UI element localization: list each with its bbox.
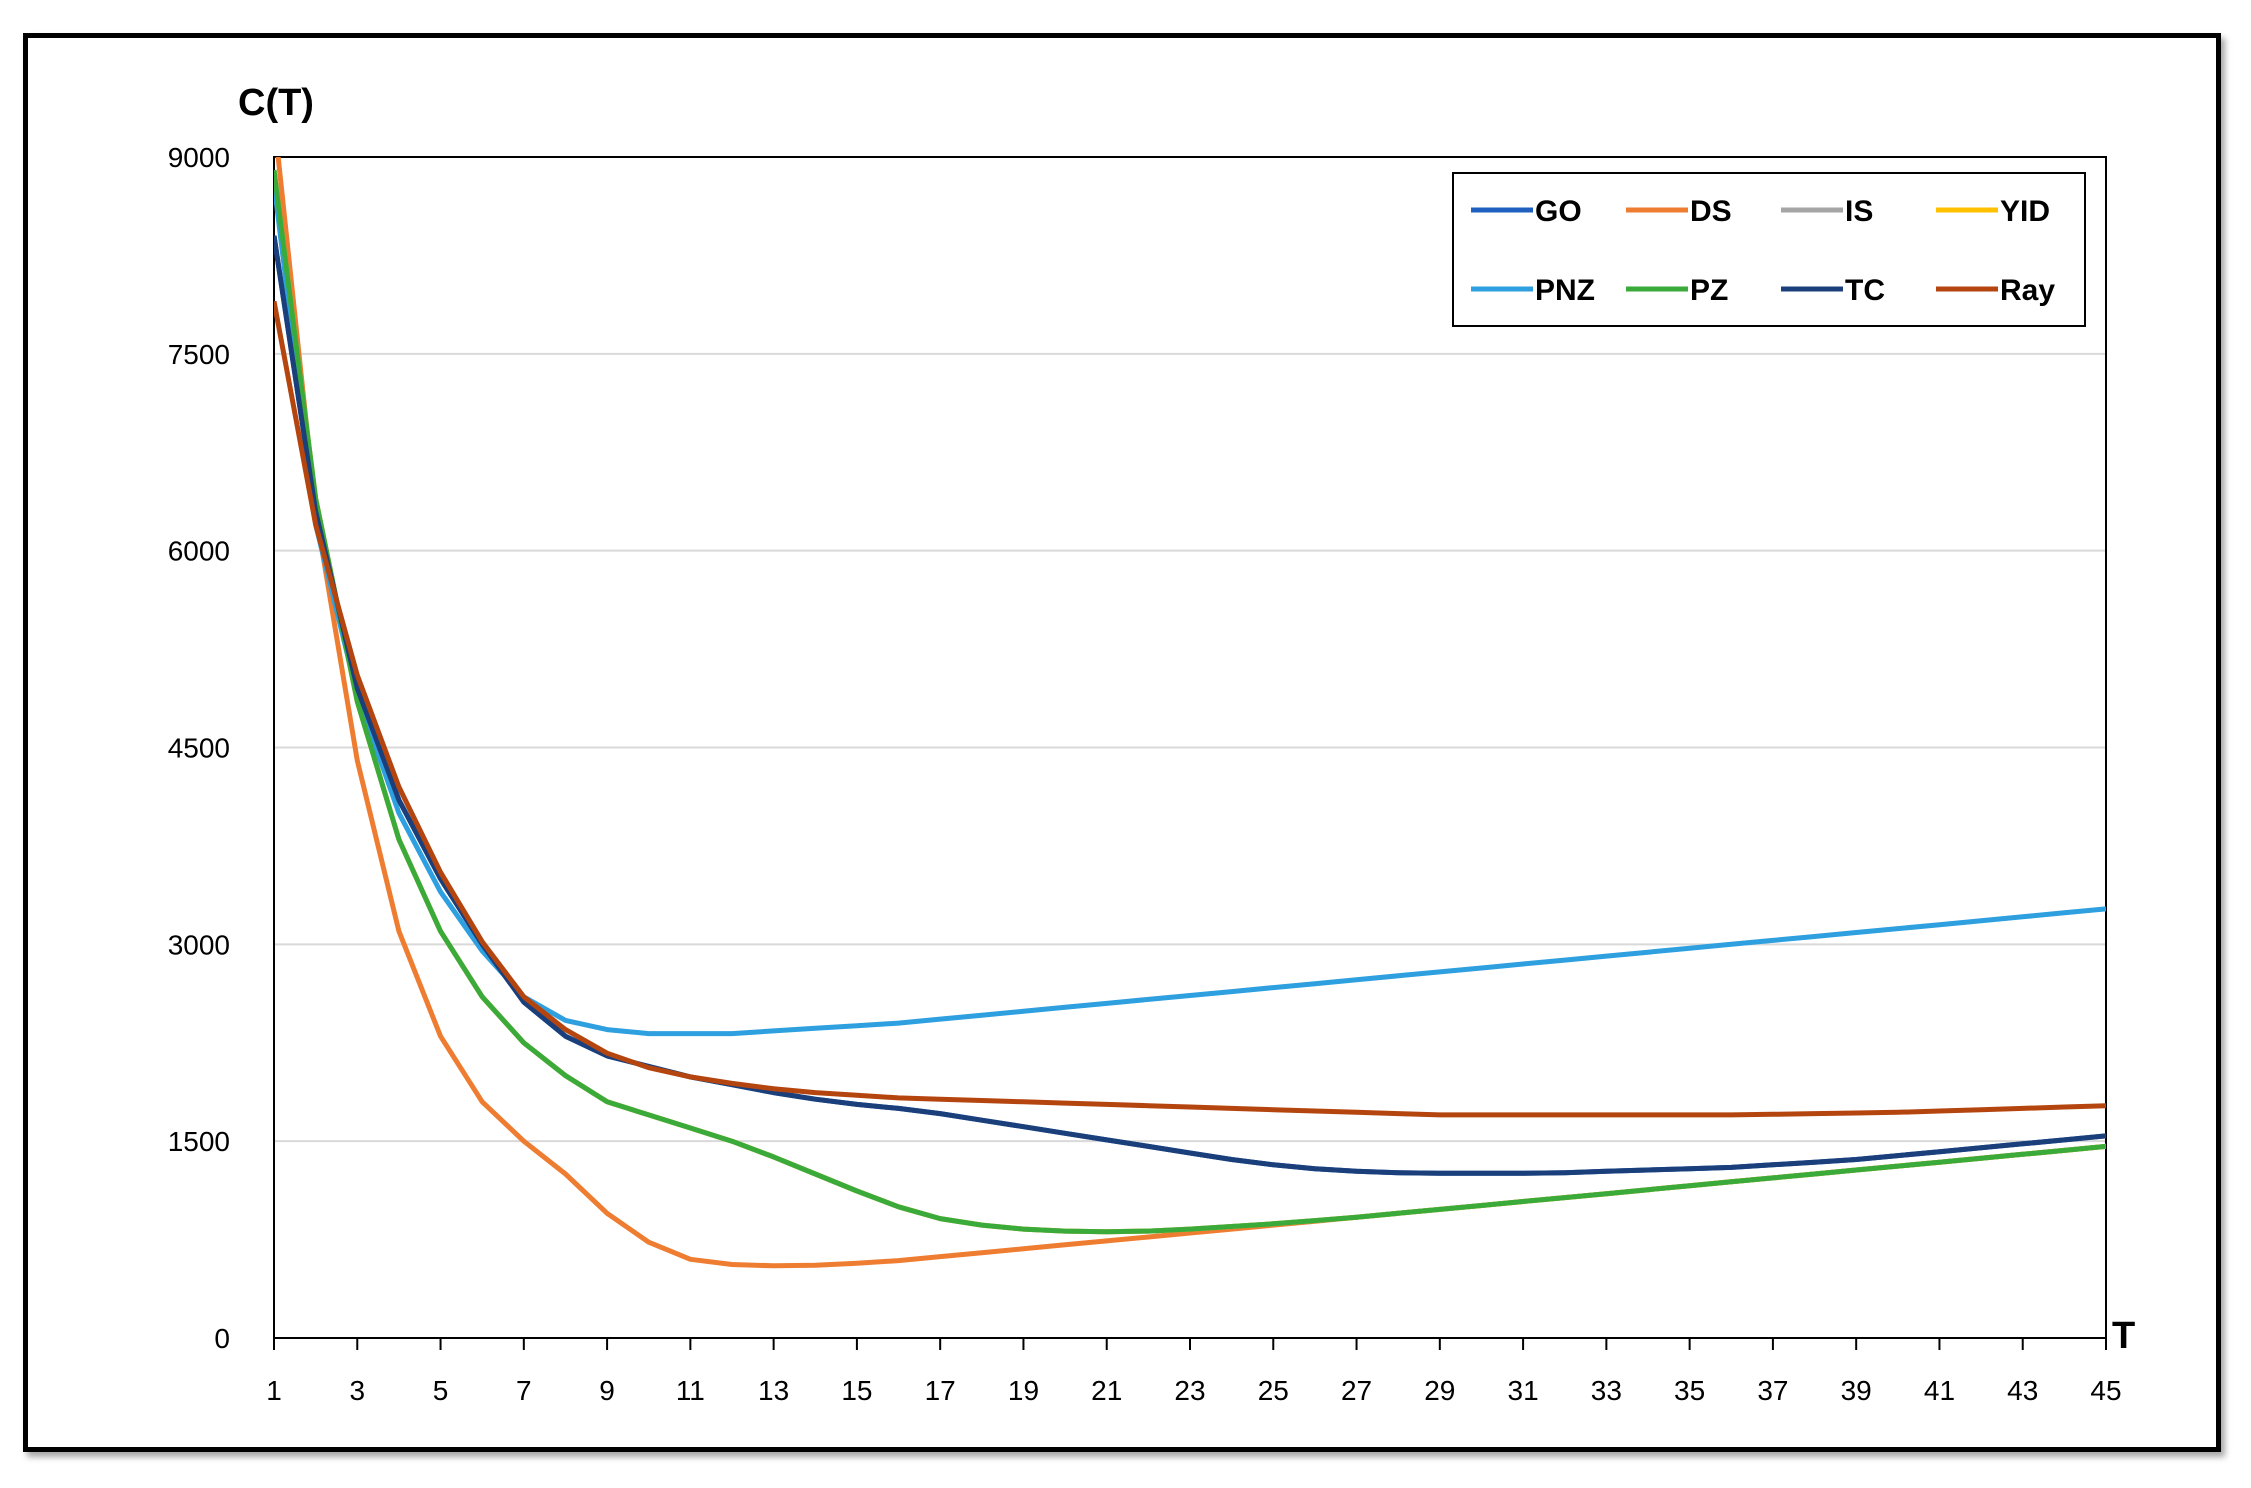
x-tick-label: 5 — [433, 1375, 449, 1406]
grid-lines — [274, 352, 2106, 1143]
series-lines — [274, 157, 2106, 1269]
x-tick-label: 37 — [1757, 1375, 1788, 1406]
legend-label-pnz: PNZ — [1535, 274, 1595, 307]
x-tick-label: 9 — [599, 1375, 615, 1406]
series-line-tc — [274, 235, 2106, 1176]
y-tick-label: 3000 — [168, 929, 230, 960]
series-line-go — [274, 235, 2106, 1176]
x-tick-label: 27 — [1341, 1375, 1372, 1406]
x-axis-ticks: 1 3 5 7 9 11 13 15 17 19 21 23 25 27 29 31 33 35 37 39 41 43 4… — [266, 1338, 2122, 1406]
legend-label-ds: DS — [1690, 195, 1732, 228]
x-tick-label: 25 — [1258, 1375, 1289, 1406]
series-line-yid — [274, 169, 2106, 1235]
legend: GO DS IS YID PNZ PZ TC Ray — [1452, 172, 2086, 327]
chart-frame — [23, 33, 2221, 1452]
x-tick-label: 35 — [1674, 1375, 1705, 1406]
y-tick-label: 9000 — [168, 142, 230, 173]
x-tick-label: 15 — [841, 1375, 872, 1406]
series-line-pnz — [274, 182, 2106, 1037]
x-tick-label: 19 — [1008, 1375, 1039, 1406]
x-tick-label: 43 — [2007, 1375, 2038, 1406]
x-tick-label: 29 — [1424, 1375, 1455, 1406]
x-tick-label: 45 — [2090, 1375, 2121, 1406]
legend-label-tc: TC — [1845, 274, 1885, 307]
y-tick-label: 6000 — [168, 536, 230, 567]
series-line-ray — [274, 300, 2106, 1118]
legend-label-yid: YID — [2000, 195, 2050, 228]
x-tick-label: 21 — [1091, 1375, 1122, 1406]
x-tick-label: 33 — [1591, 1375, 1622, 1406]
x-tick-label: 23 — [1174, 1375, 1205, 1406]
legend-label-ray: Ray — [2000, 274, 2055, 307]
y-axis-ticks: 0 1500 3000 4500 6000 7500 9000 — [168, 142, 230, 1354]
x-tick-label: 3 — [349, 1375, 365, 1406]
y-tick-label: 1500 — [168, 1126, 230, 1157]
x-tick-label: 7 — [516, 1375, 532, 1406]
x-tick-label: 39 — [1841, 1375, 1872, 1406]
x-tick-label: 41 — [1924, 1375, 1955, 1406]
series-line-is — [274, 169, 2106, 1235]
x-tick-label: 17 — [925, 1375, 956, 1406]
legend-box — [1452, 172, 2086, 327]
x-tick-label: 11 — [676, 1375, 705, 1406]
y-tick-label: 0 — [214, 1323, 230, 1354]
y-tick-label: 4500 — [168, 733, 230, 764]
x-tick-label: 13 — [758, 1375, 789, 1406]
legend-label-is: IS — [1845, 195, 1873, 228]
x-tick-label: 1 — [266, 1375, 282, 1406]
series-line-pz — [274, 169, 2106, 1235]
legend-label-go: GO — [1535, 195, 1582, 228]
y-axis-label: C(T) — [238, 82, 314, 124]
y-tick-label: 7500 — [168, 339, 230, 370]
x-tick-label: 31 — [1508, 1375, 1539, 1406]
x-axis-label: T — [2112, 1315, 2135, 1357]
legend-label-pz: PZ — [1690, 274, 1728, 307]
